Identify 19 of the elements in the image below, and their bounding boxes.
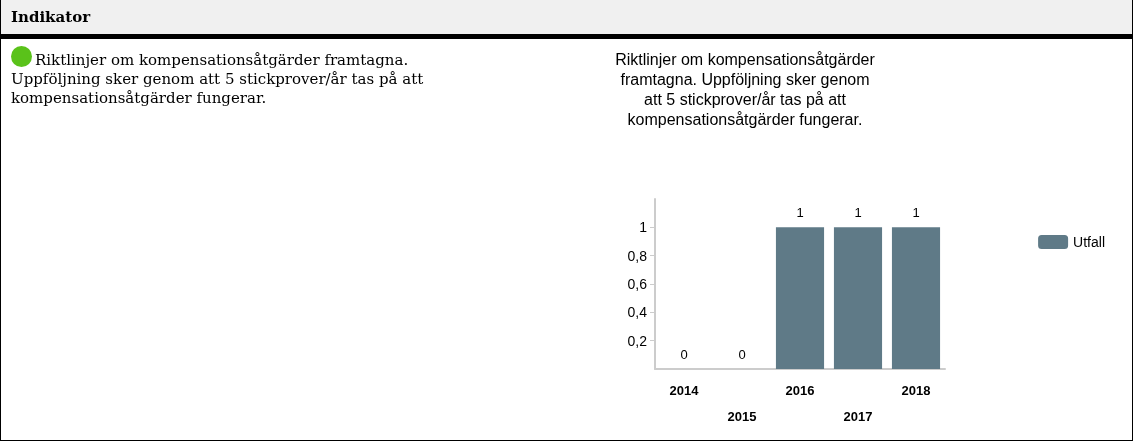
legend-label: Utfall xyxy=(1073,234,1106,250)
y-tick-label: 1 xyxy=(639,219,648,236)
chart-title: Riktlinjer om kompensationsåtgärder framtagna. Uppföljning sker genom att 5 stickprover/år tas på att kompensationsåtgärder fungerar. xyxy=(615,50,876,128)
data-label: 1 xyxy=(912,205,920,221)
data-label: 0 xyxy=(738,347,746,362)
data-label: 0 xyxy=(680,347,688,362)
y-tick-label: 0,2 xyxy=(627,332,648,349)
data-label: 1 xyxy=(796,205,804,221)
y-tick-label: 0,6 xyxy=(627,276,648,292)
x-tick-label: 2014 xyxy=(669,382,700,398)
text: Indikator xyxy=(1,0,1132,39)
y-tick-label: 0,8 xyxy=(627,247,648,264)
x-tick-label: 2015 xyxy=(727,408,757,424)
data-label: 1 xyxy=(854,205,862,221)
x-tick-label: 2017 xyxy=(843,408,873,424)
y-tick-label: 0,4 xyxy=(627,304,648,321)
x-tick-label: 2018 xyxy=(901,382,931,398)
x-tick-label: 2016 xyxy=(785,382,815,398)
text: Riktlinjer om kompensationsåtgärder framtagna. Uppföljning sker genom att 5 stickprover/år tas på att kompensationsåtgärder fungerar. xyxy=(11,51,424,107)
